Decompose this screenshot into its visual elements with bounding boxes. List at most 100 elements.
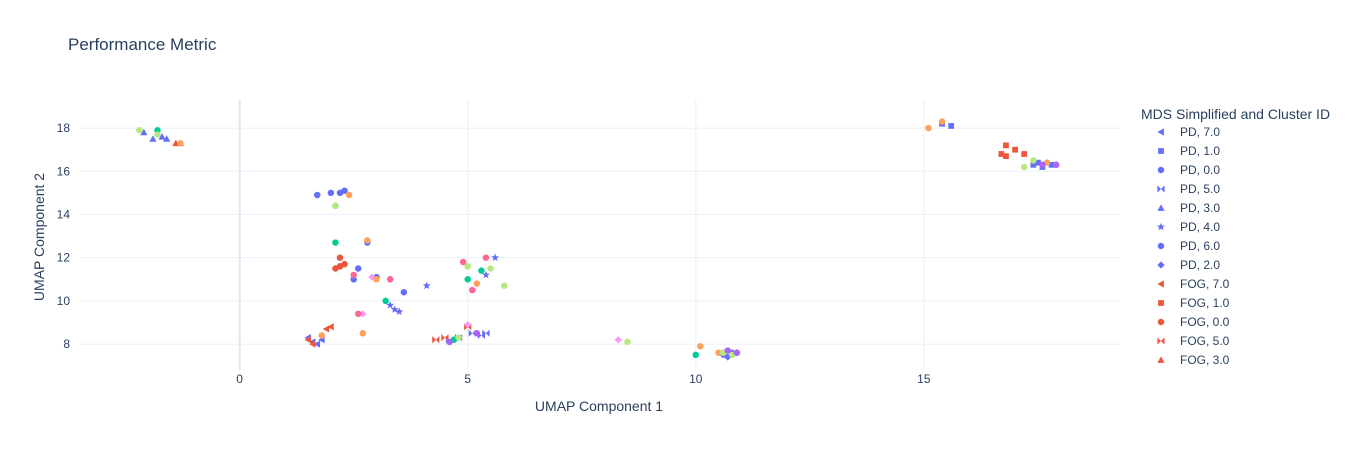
series-fog-0-0 [332, 254, 348, 272]
legend-item[interactable]: FOG, 0.0 [1157, 315, 1230, 329]
data-point [614, 336, 622, 344]
series-pd-0-0 [336, 239, 408, 296]
data-point [724, 347, 731, 354]
data-point [464, 321, 472, 329]
data-point [1012, 146, 1018, 153]
data-point [355, 310, 362, 318]
data-point [1030, 161, 1037, 168]
legend-label: PD, 5.0 [1180, 182, 1220, 196]
data-point [948, 123, 955, 129]
legend-label: FOG, 3.0 [1180, 353, 1230, 367]
data-point [400, 289, 408, 296]
legend-marker-icon [1158, 300, 1164, 306]
legend-label: PD, 7.0 [1180, 125, 1220, 139]
data-point [332, 265, 339, 272]
data-point [697, 343, 704, 350]
data-point [1052, 161, 1060, 169]
data-point [345, 191, 353, 199]
legend-item[interactable]: PD, 6.0 [1157, 239, 1221, 253]
y-tick-label: 8 [63, 337, 70, 351]
legend-marker-icon [1157, 242, 1165, 250]
legend-marker-icon [1157, 337, 1165, 345]
data-point [373, 276, 380, 283]
legend-item[interactable]: FOG, 7.0 [1157, 277, 1230, 291]
data-point [136, 127, 143, 134]
data-point [473, 330, 481, 337]
legend-marker-icon [1157, 280, 1164, 288]
series-unlabeled-18 [446, 161, 1060, 356]
legend-marker-icon [1157, 222, 1165, 231]
data-point [350, 271, 357, 279]
data-point [468, 329, 476, 337]
legend-label: FOG, 7.0 [1180, 277, 1230, 291]
data-point [1003, 153, 1009, 160]
data-point [464, 276, 471, 283]
x-tick-labels: 0 5 10 15 [236, 372, 931, 386]
data-point [395, 307, 404, 315]
data-point [487, 265, 494, 272]
series-fog-7-0 [304, 323, 334, 348]
data-point [692, 351, 700, 359]
x-tick-label: 10 [689, 372, 703, 386]
x-tick-label: 15 [917, 372, 931, 386]
legend-item[interactable]: FOG, 5.0 [1157, 334, 1230, 348]
x-tick-label: 0 [236, 372, 243, 386]
legend-item[interactable]: PD, 1.0 [1158, 144, 1220, 158]
legend-item[interactable]: PD, 5.0 [1157, 182, 1220, 196]
data-point [733, 349, 741, 356]
data-point [455, 334, 462, 341]
data-point [1035, 159, 1041, 166]
data-point [149, 135, 157, 142]
legend-item[interactable]: FOG, 3.0 [1157, 353, 1230, 367]
data-point [1003, 142, 1009, 149]
data-point [332, 239, 339, 246]
data-point [500, 282, 508, 290]
legend-marker-icon [1157, 356, 1165, 363]
data-point [464, 263, 471, 270]
data-point [441, 334, 449, 342]
data-point [327, 189, 335, 197]
data-point [154, 131, 161, 138]
data-point [318, 332, 325, 339]
legend-marker-icon [1158, 148, 1164, 154]
y-tick-label: 10 [57, 294, 71, 308]
data-point [469, 286, 476, 294]
data-point [446, 338, 453, 346]
legend-label: PD, 0.0 [1180, 163, 1220, 177]
legend-item[interactable]: PD, 4.0 [1157, 220, 1220, 234]
data-point [478, 267, 485, 274]
legend-marker-icon [1157, 318, 1165, 326]
data-point [390, 305, 399, 313]
data-point [715, 349, 722, 356]
data-point [336, 189, 344, 197]
data-point [359, 330, 367, 337]
legend-item[interactable]: PD, 0.0 [1157, 163, 1221, 177]
y-tick-labels: 8 10 12 14 16 18 [57, 121, 71, 351]
legend-item[interactable]: PD, 2.0 [1157, 258, 1220, 272]
data-point [313, 191, 321, 199]
data-point [482, 254, 490, 261]
legend-title: MDS Simplified and Cluster ID [1141, 106, 1330, 122]
legend-item[interactable]: PD, 7.0 [1157, 125, 1220, 139]
data-point [163, 135, 171, 142]
legend-label: PD, 1.0 [1180, 144, 1220, 158]
series-unlabeled-17 [136, 127, 1037, 359]
series-pd-4-0 [386, 253, 499, 315]
series-pd-6-0 [313, 187, 348, 199]
legend-item[interactable]: FOG, 1.0 [1158, 296, 1230, 310]
data-point [998, 151, 1005, 157]
data-point [925, 124, 932, 132]
y-tick-label: 18 [57, 121, 71, 135]
legend[interactable]: MDS Simplified and Cluster ID PD, 7.0 PD,… [1141, 106, 1330, 367]
chart-title: Performance Metric [68, 35, 217, 54]
legend-label: FOG, 5.0 [1180, 334, 1230, 348]
data-point [1030, 157, 1037, 164]
data-point [364, 237, 371, 244]
data-point [309, 340, 316, 348]
y-tick-label: 12 [57, 251, 71, 265]
data-point [386, 301, 395, 309]
data-point [482, 329, 490, 337]
series-fog-1-0 [998, 142, 1028, 160]
legend-item[interactable]: PD, 3.0 [1157, 201, 1220, 215]
